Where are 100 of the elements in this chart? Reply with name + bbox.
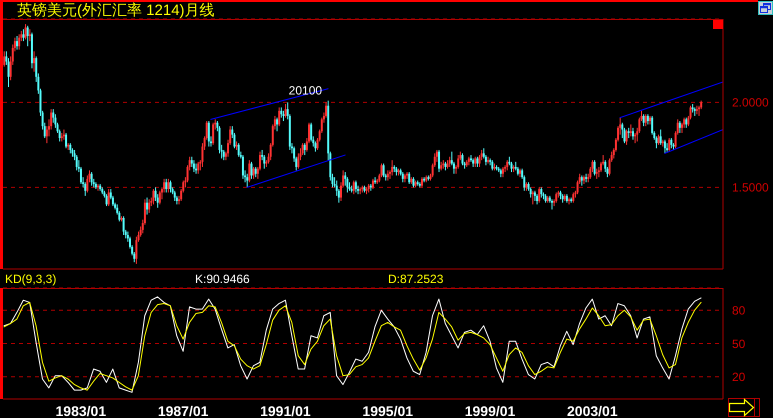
candlestick [634,132,636,144]
candlestick [476,156,478,168]
chart-title: KD(9,3,3) [5,272,56,286]
candlestick [668,138,670,152]
candlestick [642,114,645,127]
candlestick [16,36,18,50]
candlestick [352,180,355,195]
candlestick [86,174,88,193]
candlestick [644,114,647,127]
candlestick [534,190,536,202]
candlestick [660,129,662,146]
candlestick [314,140,316,152]
candlestick [248,160,250,183]
candlestick [651,115,654,136]
y-tick-label: 80 [732,303,746,318]
candlestick [304,142,306,156]
candlestick [580,174,583,186]
x-tick-label: 2003/01 [567,402,618,418]
candlestick [372,178,374,190]
candlestick [208,120,210,148]
candlestick [391,160,394,176]
candlestick [402,172,404,183]
candlestick [412,176,414,188]
x-tick-label: 1983/01 [56,402,106,418]
annotation: 20100 [288,84,322,98]
candlestick [594,160,596,176]
candlestick [408,172,410,184]
candlestick [195,163,198,174]
candlestick [491,160,494,171]
x-tick-label: 1991/01 [260,402,311,418]
candlestick [664,139,666,154]
candlestick [596,168,598,180]
candlestick [284,104,287,118]
candlestick [106,194,108,207]
candlestick [621,122,624,139]
candlestick [108,188,110,207]
candlestick [252,166,255,180]
candlestick [510,161,512,173]
text: D:87.2523 [388,272,444,286]
candlestick [242,154,244,180]
candlestick [165,178,168,193]
chart-title: 英镑美元(外汇汇率 1214)月线 [17,2,215,19]
candlestick [670,138,672,149]
y-tick-label: 1.5000 [732,180,770,195]
candlestick [276,117,278,132]
candlestick [628,127,630,139]
y-tick-label: 20 [732,370,746,384]
candlestick [354,180,357,193]
candlestick [278,106,280,127]
x-tick-label: 1999/01 [464,402,516,418]
candlestick [69,142,72,154]
candlestick [297,152,300,170]
candlestick [33,50,36,72]
candlestick [212,122,214,146]
candlestick [174,190,176,202]
candlestick [474,156,476,168]
candlestick [148,198,150,214]
x-tick-label: 1987/01 [158,402,209,418]
candlestick [530,186,532,198]
candlestick [438,149,440,173]
candlestick [448,156,451,168]
candlestick [192,160,195,173]
candlestick [122,216,125,236]
candlestick [678,120,681,134]
series-label: K:90.9466 [195,272,250,286]
candlestick [24,24,27,40]
candlestick [146,197,148,216]
candlestick [555,192,558,204]
candlestick [632,127,634,140]
candlestick [646,114,649,125]
candlestick [630,124,632,137]
candlestick [169,180,172,193]
candlestick [222,149,225,161]
candlestick [604,160,606,173]
candlestick [246,173,248,188]
candlestick [65,132,68,149]
candlestick [461,152,464,166]
candlestick [90,172,93,186]
candlestick [382,163,385,178]
candlestick [325,102,328,118]
candlestick [152,188,154,205]
candlestick [26,25,29,47]
candlestick [420,176,423,188]
candlestick [254,166,257,178]
candlestick [302,142,304,156]
candlestick [238,142,240,158]
candlestick [658,134,660,146]
candlestick [167,178,170,193]
candlestick [250,161,252,180]
candlestick [540,186,542,198]
candlestick [158,190,161,205]
candlestick [62,129,65,140]
candlestick [572,192,574,204]
candlestick [685,117,688,128]
candlestick [18,34,20,50]
x-tick-label: 1995/01 [362,402,414,418]
candlestick [626,129,628,146]
candlestick [538,186,540,204]
candlestick [197,161,200,174]
candlestick [282,110,284,122]
